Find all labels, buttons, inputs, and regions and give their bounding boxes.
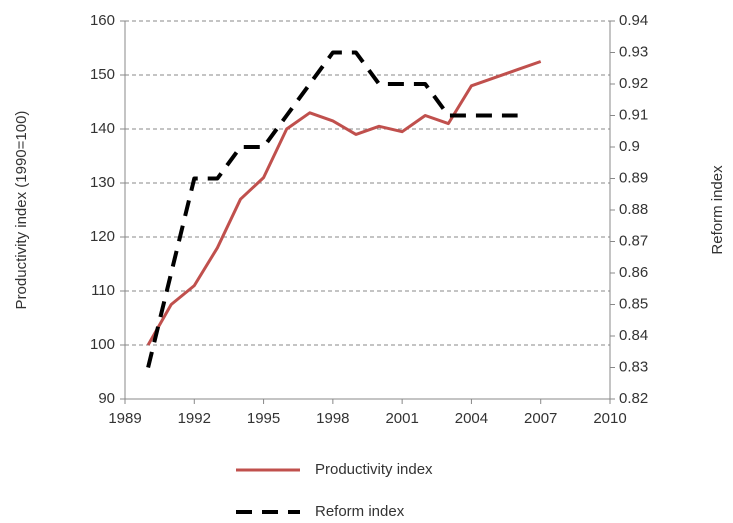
x-tick-label: 1989 (108, 410, 141, 427)
x-tick-label: 2004 (455, 410, 488, 427)
y2-axis-label: Reform index (709, 165, 726, 255)
y2-tick-label: 0.88 (619, 201, 648, 218)
y2-tick-label: 0.93 (619, 43, 648, 60)
y2-tick-label: 0.84 (619, 327, 648, 344)
x-tick-label: 1995 (247, 410, 280, 427)
x-tick-label: 1992 (178, 410, 211, 427)
y-tick-label: 100 (90, 336, 115, 353)
series-line (146, 50, 518, 368)
y2-tick-label: 0.92 (619, 75, 648, 92)
y2-tick-label: 0.89 (619, 169, 648, 186)
y2-tick-label: 0.86 (619, 264, 648, 281)
y-tick-label: 90 (98, 390, 115, 407)
series-line (146, 60, 542, 346)
y2-tick-label: 0.91 (619, 106, 648, 123)
y-tick-label: 130 (90, 174, 115, 191)
y2-tick-label: 0.94 (619, 12, 648, 29)
y2-tick-label: 0.83 (619, 358, 648, 375)
x-tick-label: 2007 (524, 410, 557, 427)
y-axis-label: Productivity index (1990=100) (13, 111, 30, 310)
y-tick-label: 160 (90, 12, 115, 29)
y2-tick-label: 0.85 (619, 295, 648, 312)
y2-tick-label: 0.9 (619, 138, 640, 155)
y2-tick-label: 0.82 (619, 390, 648, 407)
y-tick-label: 140 (90, 120, 115, 137)
y2-tick-label: 0.87 (619, 232, 648, 249)
y-tick-label: 120 (90, 228, 115, 245)
x-tick-label: 1998 (316, 410, 349, 427)
x-tick-label: 2001 (385, 410, 418, 427)
x-tick-label: 2010 (593, 410, 626, 427)
y-tick-label: 150 (90, 66, 115, 83)
legend-label: Productivity index (315, 461, 433, 478)
legend-label: Reform index (315, 503, 405, 520)
y-tick-label: 110 (91, 282, 115, 299)
